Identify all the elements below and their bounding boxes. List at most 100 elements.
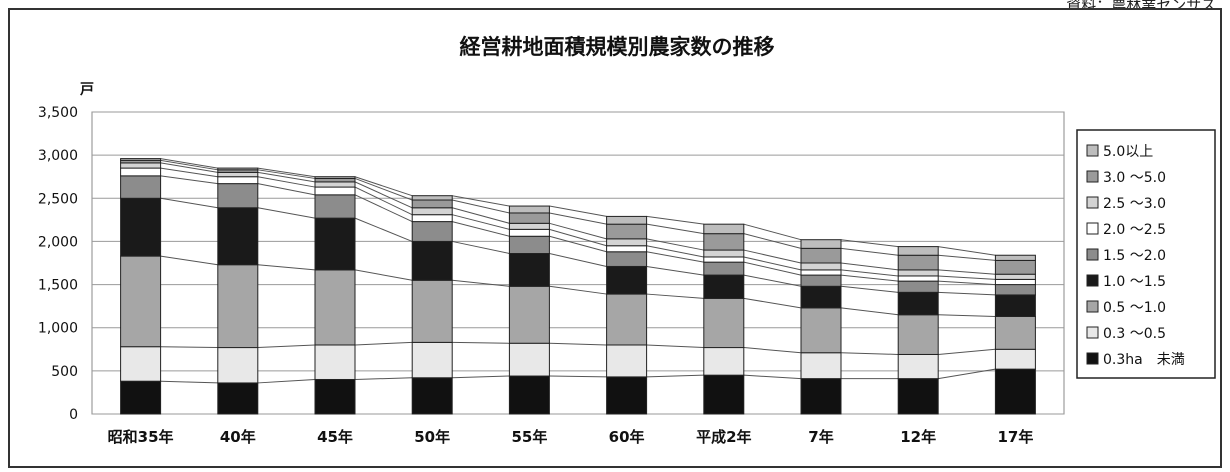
series-connector-line	[257, 176, 316, 188]
series-connector-line	[549, 222, 607, 240]
bar-segment	[606, 344, 648, 378]
y-tick-label: 1,000	[38, 321, 78, 337]
series-connector-line	[938, 246, 996, 256]
series-connector-line	[160, 255, 218, 266]
x-tick-label: 昭和35年	[108, 428, 174, 446]
series-connector-line	[257, 344, 316, 349]
chart-title: 経営耕地面積規模別農家数の推移	[460, 35, 775, 59]
bar-segment	[120, 175, 162, 199]
series-connector-line	[549, 235, 607, 253]
series-connector-line	[549, 285, 607, 295]
series-connector-line	[938, 314, 996, 317]
series-connector-line	[452, 221, 510, 237]
series-connector-line	[160, 162, 218, 173]
bar-segment	[703, 374, 745, 415]
bar-segment	[703, 297, 745, 349]
series-connector-line	[354, 181, 413, 209]
bar-segment	[897, 353, 939, 380]
bar-segment	[994, 259, 1036, 275]
x-tick-label: 17年	[997, 428, 1033, 446]
bar-segment	[897, 291, 939, 316]
series-connector-line	[354, 194, 413, 223]
bar-segment	[606, 238, 648, 247]
legend-swatch	[1086, 274, 1099, 287]
legend-label: 5.0以上	[1103, 144, 1153, 160]
bar-segment	[703, 233, 745, 251]
bar-segment	[314, 217, 356, 271]
bar-segment	[508, 228, 550, 237]
series-connector-line	[452, 279, 510, 287]
x-tick-label: 平成2年	[696, 428, 751, 446]
bar-segment	[411, 377, 453, 415]
bar-segment	[120, 255, 162, 348]
series-connector-line	[840, 274, 899, 282]
series-connector-line	[938, 348, 996, 355]
series-connector-line	[549, 228, 607, 247]
bar-segment	[217, 347, 259, 384]
bar-segment	[800, 378, 842, 415]
bar-segment	[703, 347, 745, 376]
series-connector-line	[743, 347, 802, 354]
bar-segment	[606, 265, 648, 295]
bar-segment	[217, 264, 259, 349]
bar-segment	[606, 251, 648, 267]
series-connector-line	[257, 167, 316, 178]
series-connector-line	[257, 378, 316, 384]
series-connector-line	[549, 375, 607, 378]
series-connector-line	[452, 341, 510, 344]
series-connector-line	[743, 256, 802, 271]
bar-segment	[314, 344, 356, 380]
bar-segment	[314, 269, 356, 346]
series-connector-line	[646, 344, 704, 349]
series-connector-line	[549, 342, 607, 346]
bar-segment	[120, 380, 162, 415]
bar-segment	[994, 315, 1036, 350]
legend-swatch	[1086, 300, 1099, 313]
series-connector-line	[452, 207, 510, 224]
series-connector-line	[354, 177, 413, 201]
y-unit-label: 戸	[80, 82, 94, 98]
legend-swatch	[1086, 352, 1099, 365]
y-tick-label: 3,000	[38, 148, 78, 164]
bar-segment	[994, 348, 1036, 370]
series-connector-line	[549, 205, 607, 217]
series-connector-line	[646, 223, 704, 235]
bar-segment	[508, 235, 550, 255]
series-connector-line	[840, 239, 899, 248]
bar-segment	[508, 205, 550, 214]
bar-segment	[606, 215, 648, 225]
bar-segment	[994, 273, 1036, 280]
bar-segment	[897, 314, 939, 355]
bar-segment	[703, 274, 745, 299]
legend-box	[1076, 129, 1216, 379]
chart-frame: 経営耕地面積規模別農家数の推移 戸 0 500 1,000 1,500 2,000 2,5…	[8, 8, 1222, 468]
series-connector-line	[160, 158, 218, 169]
series-connector-line	[743, 297, 802, 309]
bar-segment	[411, 207, 453, 216]
series-connector-line	[257, 207, 316, 219]
bar-segment	[606, 293, 648, 346]
legend-swatch	[1086, 144, 1099, 157]
bar-segment	[800, 274, 842, 287]
series-connector-line	[840, 262, 899, 271]
y-tick-label: 2,000	[38, 234, 78, 250]
bar-segment	[411, 341, 453, 379]
legend: 5.0以上 3.0 ～5.0 2.5 ～3.0 2.0 ～2.5 1.5 ～2.0 1.0…	[1076, 129, 1216, 379]
bar-segment	[120, 162, 162, 169]
bar-segment	[411, 214, 453, 223]
bar-segment	[314, 176, 356, 179]
series-connector-line	[452, 375, 510, 379]
bar-segment	[800, 352, 842, 380]
legend-label: 1.0 ～1.5	[1103, 274, 1166, 290]
plot-area: 0 500 1,000 1,500 2,000 2,500 3,000 3,500 昭和35年 4…	[38, 105, 1065, 446]
series-connector-line	[646, 293, 704, 299]
series-connector-line	[646, 251, 704, 263]
bar-segment	[606, 223, 648, 240]
bar-segment	[217, 207, 259, 266]
bar-segment	[800, 247, 842, 264]
series-connector-line	[257, 183, 316, 196]
series-connector-line	[354, 217, 413, 242]
bar-segment	[217, 167, 259, 171]
series-connector-line	[840, 307, 899, 316]
bar-segment	[703, 249, 745, 258]
